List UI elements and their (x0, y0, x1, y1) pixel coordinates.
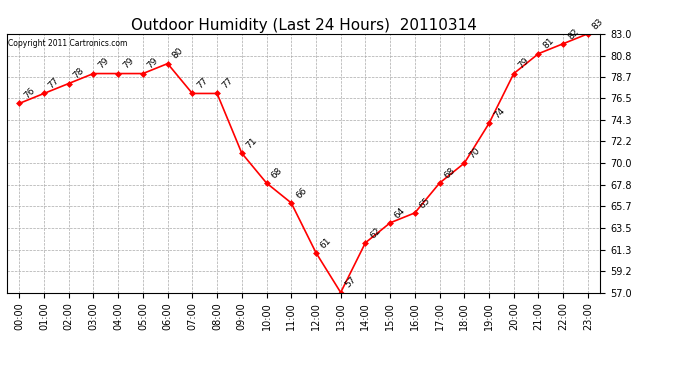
Text: 76: 76 (22, 86, 37, 100)
Text: 71: 71 (244, 136, 259, 150)
Text: 57: 57 (344, 275, 358, 290)
Text: 83: 83 (591, 16, 605, 31)
Text: 62: 62 (368, 225, 382, 240)
Text: 82: 82 (566, 27, 580, 41)
Text: 79: 79 (121, 56, 135, 71)
Text: 68: 68 (442, 166, 457, 180)
Text: Copyright 2011 Cartronics.com: Copyright 2011 Cartronics.com (8, 39, 128, 48)
Text: 68: 68 (269, 166, 284, 180)
Title: Outdoor Humidity (Last 24 Hours)  20110314: Outdoor Humidity (Last 24 Hours) 2011031… (130, 18, 477, 33)
Text: 64: 64 (393, 206, 407, 220)
Text: 61: 61 (319, 236, 333, 250)
Text: 77: 77 (195, 76, 210, 91)
Text: 78: 78 (72, 66, 86, 81)
Text: 81: 81 (541, 36, 555, 51)
Text: 79: 79 (517, 56, 531, 71)
Text: 80: 80 (170, 46, 185, 61)
Text: 77: 77 (47, 76, 61, 91)
Text: 66: 66 (294, 186, 308, 200)
Text: 79: 79 (146, 56, 160, 71)
Text: 70: 70 (467, 146, 482, 160)
Text: 77: 77 (220, 76, 235, 91)
Text: 65: 65 (417, 196, 432, 210)
Text: 74: 74 (492, 106, 506, 120)
Text: 79: 79 (96, 56, 110, 71)
